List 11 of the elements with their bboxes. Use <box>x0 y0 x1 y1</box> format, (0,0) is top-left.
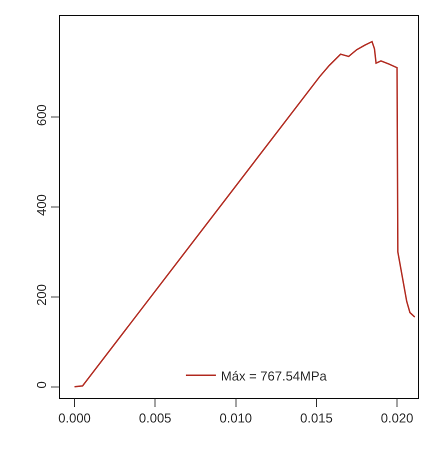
line-series <box>74 40 416 388</box>
x-tick-label: 0.015 <box>300 410 333 426</box>
y-tick-label: 0 <box>34 381 49 388</box>
x-tick-label: 0.020 <box>380 410 414 426</box>
x-tick-label: 0.005 <box>138 410 172 426</box>
legend-label: Máx = 767.54MPa <box>220 368 328 384</box>
y-tick-label: 600 <box>34 104 49 126</box>
y-tick-label: 400 <box>34 194 49 216</box>
x-tick-label: 0.010 <box>219 410 252 426</box>
x-tick-label: 0.000 <box>58 410 91 426</box>
y-tick-label: 200 <box>34 284 49 306</box>
